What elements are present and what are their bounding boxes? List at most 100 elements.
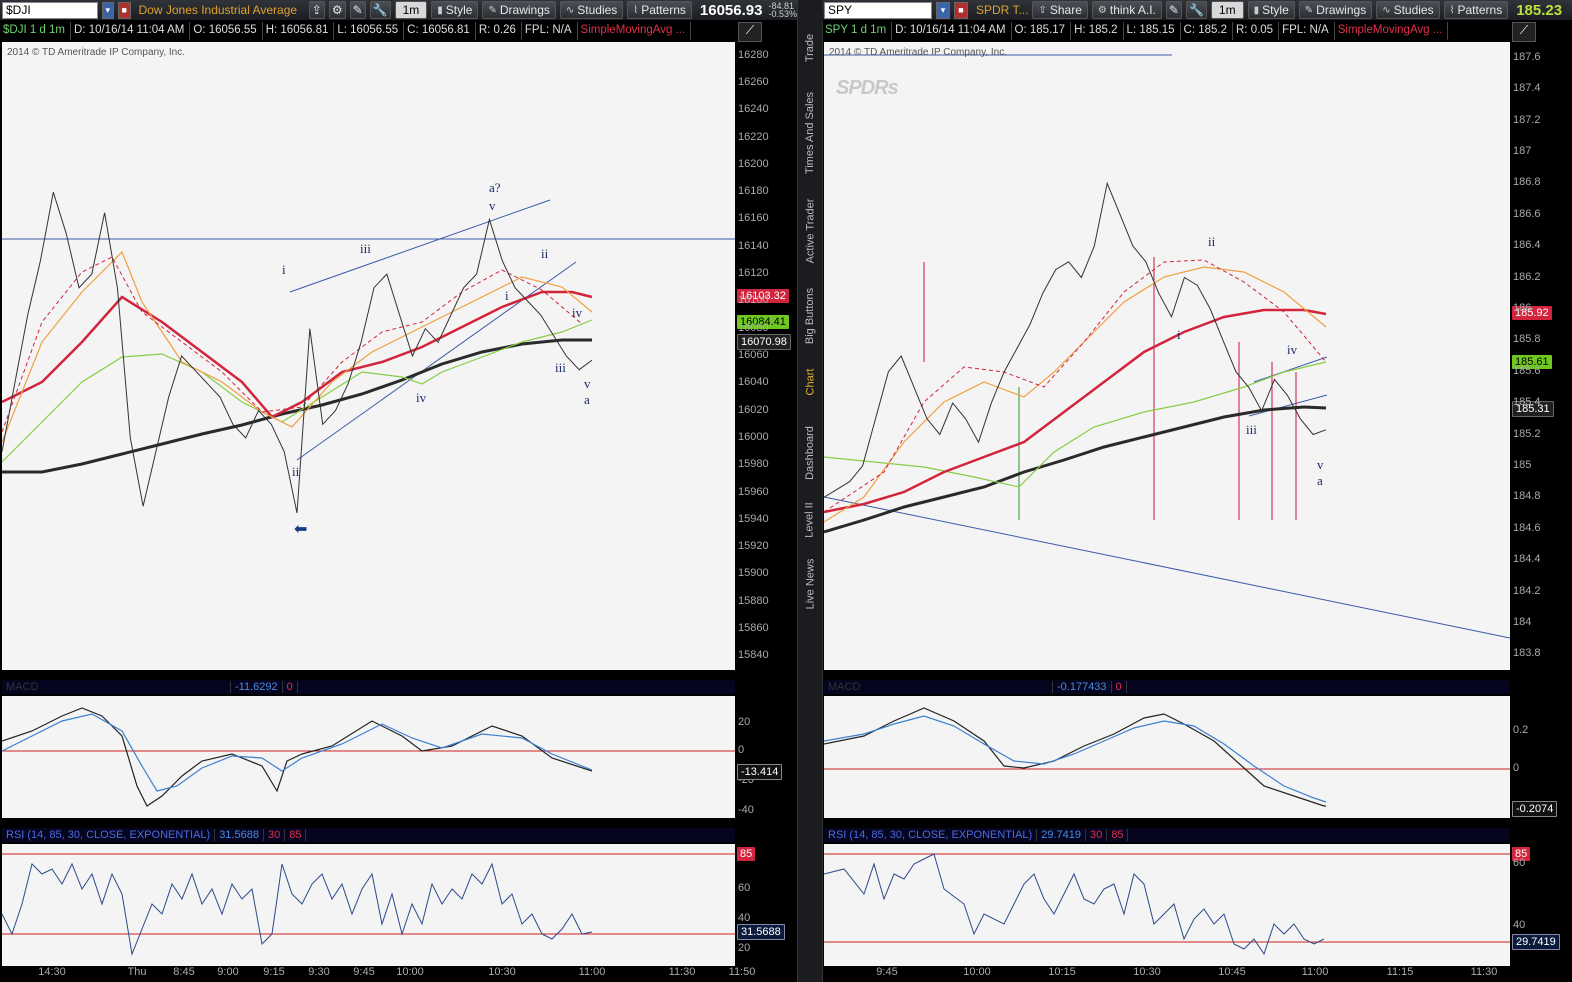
left-xtick: 11:00 [578, 966, 606, 978]
right-xtick: 9:45 [876, 966, 898, 978]
price-tick-label: 16200 [738, 157, 769, 170]
right-thinkai-button[interactable]: ⚙ think A.I. [1091, 1, 1162, 19]
left-link-icon[interactable]: ■ [118, 1, 131, 19]
left-rsi-plot[interactable] [2, 844, 735, 966]
left-info-low: L: 16056.55 [334, 22, 405, 40]
left-symbol-dropdown[interactable]: ▾ [101, 1, 114, 19]
left-share-icon[interactable]: ⇪ [308, 1, 325, 19]
left-patterns-button[interactable]: ⌇ Patterns [627, 1, 692, 19]
price-tick-label: 15980 [738, 458, 769, 471]
tab-active-trader[interactable]: Active Trader [804, 198, 816, 263]
right-wave-label: v [1317, 457, 1324, 472]
left-xtick: 9:45 [353, 966, 375, 978]
left-symbol-input[interactable]: $DJI [2, 1, 98, 19]
price-tick-label: 16180 [738, 185, 769, 198]
price-series-line [824, 181, 1327, 498]
left-price-svg: i ii iii iv v a? ii i iii iv v a ⬅ [2, 180, 735, 538]
left-macd-plot[interactable] [2, 696, 735, 818]
right-last-price: 185.23 [1516, 1, 1563, 19]
right-info-high: H: 185.2 [1071, 22, 1124, 40]
price-tick-label: 187.2 [1513, 113, 1541, 126]
right-wave-label: i [1177, 327, 1181, 342]
style-icon: ▮ [1253, 4, 1260, 16]
right-drawings-button[interactable]: ✎ Drawings [1298, 1, 1373, 19]
right-aggregation-button[interactable]: 1m [1210, 1, 1244, 19]
right-rsi-high: 85 [1107, 829, 1129, 841]
right-toolbar: SPY ▾ ■ SPDR T... ⇪ Share ⚙ think A.I. ✎ 🔧… [822, 0, 1572, 21]
right-rsi-low: 30 [1086, 829, 1108, 841]
left-time-axis: 14:30 Thu 8:45 9:00 9:15 9:30 9:45 10:00… [2, 966, 755, 982]
left-last-price: 16056.93 [699, 1, 763, 19]
price-tick-label: 16080 [738, 321, 769, 334]
right-info-date: D: 10/16/14 11:04 AM [892, 22, 1012, 40]
right-xtick: 11:30 [1470, 966, 1498, 978]
left-info-high: H: 16056.81 [263, 22, 335, 40]
right-drawing-icon[interactable]: ✎ [1165, 1, 1182, 19]
left-autoscale-icon[interactable]: ⟋ [738, 22, 762, 42]
left-sma-tag-green: 16084.41 [737, 315, 789, 329]
tab-times-and-sales[interactable]: Times And Sales [804, 91, 817, 175]
right-symbol-input[interactable]: SPY [824, 1, 932, 19]
right-link-icon[interactable]: ■ [954, 1, 968, 19]
right-rsi-plot[interactable] [824, 844, 1510, 966]
left-wave-label: v [489, 198, 496, 213]
right-wrench-icon[interactable]: 🔧 [1185, 1, 1207, 19]
left-wave-label: iii [555, 360, 566, 375]
right-rsi-value-tag: 29.7419 [1512, 934, 1560, 950]
right-rsi-85-tag: 85 [1512, 847, 1531, 861]
left-aggregation-button[interactable]: 1m [394, 1, 428, 19]
left-xtick: 11:30 [668, 966, 696, 978]
right-copyright: 2014 © TD Ameritrade IP Company, Inc. [829, 47, 1008, 58]
left-settings-icon[interactable]: ⚙ [328, 1, 346, 19]
price-tick-label: 15860 [738, 622, 769, 635]
left-info-study[interactable]: SimpleMovingAvg ... [578, 22, 692, 40]
price-tick-label: 185.2 [1513, 427, 1541, 440]
left-style-button[interactable]: ▮ Style [431, 1, 479, 19]
right-autoscale-icon[interactable]: ⟋ [1512, 22, 1536, 42]
left-xtick: 10:30 [488, 966, 516, 978]
price-tick-label: 187 [1513, 144, 1532, 157]
price-tick-label: 16220 [738, 130, 769, 143]
left-price-plot[interactable]: i ii iii iv v a? ii i iii iv v a ⬅ 2014 … [2, 42, 735, 670]
tab-trade[interactable]: Trade [804, 33, 817, 63]
left-xtick: 8:45 [173, 966, 195, 978]
left-price-axis[interactable]: 16103.32 16084.41 16070.98 16280 16260 162… [735, 42, 797, 670]
tab-dashboard[interactable]: Dashboard [804, 425, 817, 480]
price-tick-label: 183.8 [1513, 647, 1541, 660]
right-time-axis: 9:45 10:00 10:15 10:30 10:45 11:00 11:15… [824, 966, 1510, 982]
tab-big-buttons[interactable]: Big Buttons [804, 287, 817, 344]
left-copyright: 2014 © TD Ameritrade IP Company, Inc. [7, 47, 186, 58]
price-tick-label: 187.4 [1513, 82, 1541, 95]
studies-icon: ∿ [1382, 4, 1391, 16]
price-tick-label: 184.8 [1513, 490, 1541, 503]
right-style-button[interactable]: ▮ Style [1247, 1, 1295, 19]
left-drawing-icon[interactable]: ✎ [349, 1, 366, 19]
right-rsi-value: 29.7419 [1037, 829, 1086, 841]
price-tick-label: 184.2 [1513, 584, 1541, 597]
left-rsi-svg [2, 853, 735, 956]
right-price-axis[interactable]: 185.92 185.61 185.31 187.6 187.4 187.2 187 1… [1510, 42, 1572, 670]
left-wrench-icon[interactable]: 🔧 [369, 1, 391, 19]
left-macd-tag: -13.414 [737, 764, 783, 780]
tab-level-ii[interactable]: Level II [804, 501, 816, 538]
right-macd-plot[interactable] [824, 696, 1510, 818]
right-symbol-dropdown[interactable]: ▾ [936, 1, 950, 19]
right-info-study[interactable]: SimpleMovingAvg ... [1335, 22, 1449, 40]
price-tick-label: 184.4 [1513, 553, 1541, 566]
right-studies-button[interactable]: ∿ Studies [1376, 1, 1440, 19]
price-tick-label: 16120 [738, 267, 769, 280]
price-tick-label: 15840 [738, 649, 769, 662]
left-toolbar: $DJI ▾ ■ Dow Jones Industrial Average ⇪ … [0, 0, 797, 21]
left-wave-label: ii [541, 246, 549, 261]
price-tick-label: 187.6 [1513, 50, 1541, 63]
left-drawings-button[interactable]: ✎ Drawings [482, 1, 556, 19]
right-xtick: 10:00 [963, 966, 991, 978]
left-change: -84.81 -0.53% [768, 1, 797, 19]
left-studies-button[interactable]: ∿ Studies [559, 1, 624, 19]
tab-chart[interactable]: Chart [804, 368, 816, 396]
right-share-button[interactable]: ⇪ Share [1032, 1, 1088, 19]
price-tick-label: 16040 [738, 376, 769, 389]
tab-live-news[interactable]: Live News [804, 558, 816, 610]
right-patterns-button[interactable]: ⌇ Patterns [1443, 1, 1509, 19]
right-price-plot[interactable]: i ii iii iv v a 2014 © TD Ameritrade IP … [824, 42, 1510, 670]
